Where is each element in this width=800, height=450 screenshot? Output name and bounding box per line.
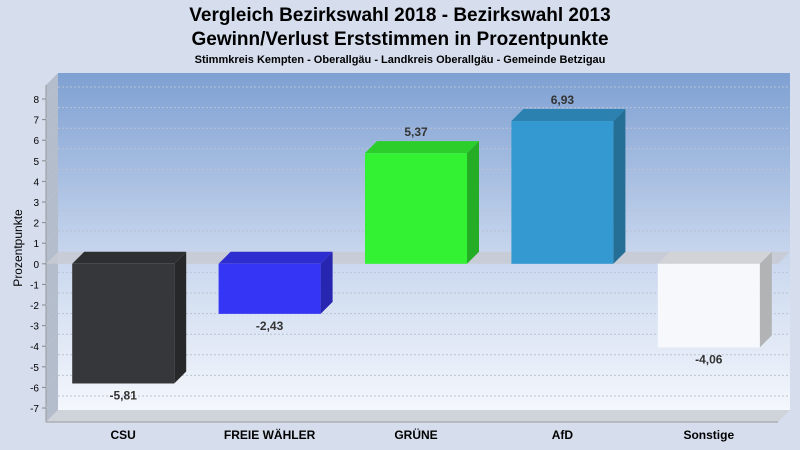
x-tick-label: FREIE WÄHLER xyxy=(224,427,316,442)
chart-title-line1: Vergleich Bezirkswahl 2018 - Bezirkswahl… xyxy=(189,5,611,26)
y-tick-label: -4 xyxy=(30,342,39,353)
grid-line xyxy=(45,354,59,368)
bar-top xyxy=(511,109,626,122)
grid-line xyxy=(45,272,59,285)
bar-front xyxy=(511,121,614,264)
grid-line xyxy=(45,148,59,162)
data-label: 5,37 xyxy=(404,125,428,139)
y-tick-label: 4 xyxy=(33,177,39,188)
x-tick-label: CSU xyxy=(111,428,136,442)
data-label: -4,06 xyxy=(695,352,723,366)
y-tick-label: -7 xyxy=(30,404,39,415)
x-tick-label: GRÜNE xyxy=(394,427,437,442)
grid-line xyxy=(45,127,59,141)
bar-front xyxy=(657,263,760,348)
bar-side xyxy=(174,251,187,384)
data-label: -5,81 xyxy=(110,388,138,402)
bar-front xyxy=(72,263,175,384)
y-axis-label: Prozentpunkte xyxy=(11,209,25,287)
grid-line xyxy=(45,395,59,409)
y-ticks: 8 7 6 5 4 3 2 1 0 -1 -2 -3 -4 -5 -6 -7 xyxy=(30,95,46,415)
data-label: -2,43 xyxy=(256,319,284,333)
bar-gr-ne xyxy=(365,141,479,264)
bar-top xyxy=(365,141,479,154)
plot-floor xyxy=(46,410,790,422)
grid-line xyxy=(45,189,59,203)
bar-sonstige xyxy=(657,251,772,348)
bar-top xyxy=(657,251,772,264)
x-tick-label: AfD xyxy=(552,428,574,442)
grid-line xyxy=(45,210,59,223)
chart-title-line2: Gewinn/Verlust Erststimmen in Prozentpun… xyxy=(191,29,609,50)
x-tick-labels: CSU FREIE WÄHLER GRÜNE AfD Sonstige xyxy=(111,427,735,442)
bar-freie-w-hler xyxy=(218,251,333,314)
y-tick-label: 0 xyxy=(33,260,39,271)
y-tick-label: 7 xyxy=(33,116,39,127)
bar-side xyxy=(467,141,479,264)
y-tick-label: 6 xyxy=(33,136,39,147)
y-tick-label: 2 xyxy=(33,219,39,230)
grid-line xyxy=(45,333,59,347)
data-labels: -5,81 -2,43 5,37 6,93 -4,06 xyxy=(110,93,723,402)
grid-line xyxy=(45,169,59,182)
grid-line xyxy=(45,86,59,100)
x-tick-label: Sonstige xyxy=(683,428,734,442)
y-tick-label: 1 xyxy=(33,239,39,250)
bar-front xyxy=(365,153,467,264)
y-tick-label: -6 xyxy=(30,383,39,394)
grid-line xyxy=(45,107,59,120)
bar-afd xyxy=(511,109,626,264)
y-tick-label: -1 xyxy=(30,280,39,291)
bar-side xyxy=(320,251,333,314)
bar-csu xyxy=(72,251,187,384)
bar-side xyxy=(613,109,626,264)
bar-top xyxy=(72,251,187,264)
chart-subtitle: Stimmkreis Kempten - Oberallgäu - Landkr… xyxy=(194,54,606,66)
y-tick-label: 8 xyxy=(33,95,39,106)
grid-line xyxy=(45,375,59,388)
bar-front xyxy=(218,263,321,314)
y-tick-label: 3 xyxy=(33,198,39,209)
bar-side xyxy=(759,251,772,348)
grid-line xyxy=(45,313,59,326)
data-label: 6,93 xyxy=(551,93,575,107)
bars xyxy=(72,109,772,384)
grid-line xyxy=(45,230,59,244)
bar-top xyxy=(218,251,333,264)
y-tick-label: -2 xyxy=(30,301,39,312)
y-tick-label: -3 xyxy=(30,322,39,333)
plot-side-wall xyxy=(46,73,58,422)
chart-title: Vergleich Bezirkswahl 2018 - Bezirkswahl… xyxy=(0,4,800,52)
grid-line xyxy=(45,292,59,306)
y-tick-label: -5 xyxy=(30,363,39,374)
y-tick-label: 5 xyxy=(33,157,39,168)
